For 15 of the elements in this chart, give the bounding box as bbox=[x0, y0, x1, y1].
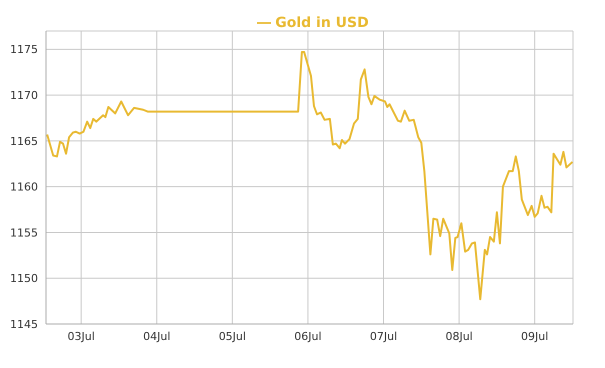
x-tick-label: 05Jul bbox=[218, 330, 246, 343]
x-tick-label: 04Jul bbox=[143, 330, 170, 343]
y-tick-label: 1165 bbox=[10, 134, 38, 148]
legend-label: Gold in USD bbox=[275, 15, 369, 31]
y-tick-label: 1170 bbox=[10, 89, 38, 102]
x-tick-label: 09Jul bbox=[521, 330, 548, 343]
y-tick-label: 1160 bbox=[10, 180, 38, 194]
y-tick-label: 1145 bbox=[10, 318, 38, 331]
y-tick-label: 1150 bbox=[10, 272, 38, 286]
x-tick-label: 07Jul bbox=[370, 330, 398, 343]
x-tick-label: 03Jul bbox=[68, 330, 95, 343]
x-tick-label: 08Jul bbox=[445, 330, 473, 343]
y-tick-label: 1155 bbox=[10, 226, 38, 240]
y-tick-label: 1175 bbox=[10, 43, 38, 56]
x-tick-label: 06Jul bbox=[294, 330, 322, 343]
